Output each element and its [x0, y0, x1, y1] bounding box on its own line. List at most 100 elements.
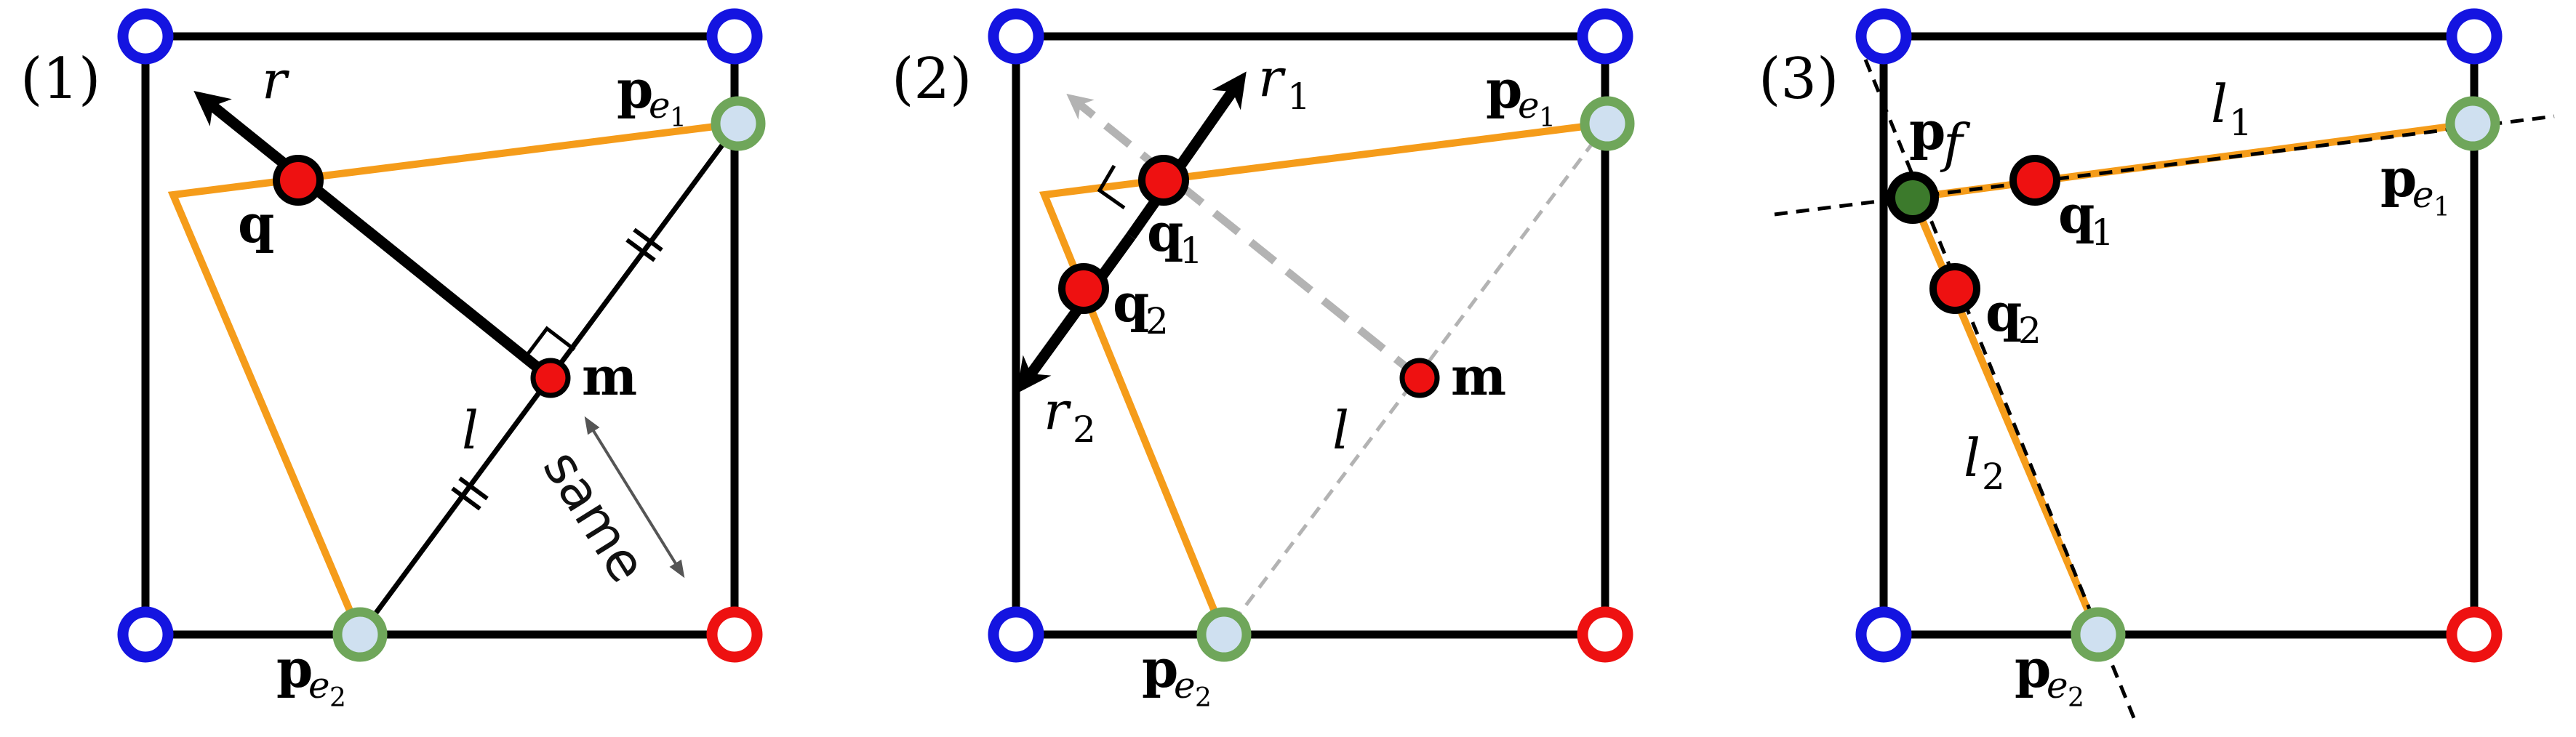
corner-inside-bottom-right: [2446, 606, 2503, 663]
corner-outside-top-left: [1855, 8, 1912, 65]
svg-text:q: q: [1147, 201, 1183, 263]
svg-text:r: r: [1258, 47, 1286, 108]
svg-text:2: 2: [1982, 456, 2005, 498]
label-pf: p f: [1909, 100, 1971, 174]
panel-1-label: (1): [20, 47, 101, 112]
label-r1: r 1: [1258, 47, 1311, 118]
svg-text:p: p: [1909, 100, 1945, 161]
label-l: l: [1332, 400, 1349, 461]
corner-outside-top-left: [988, 8, 1044, 65]
corner-inside-bottom-right: [706, 606, 763, 663]
edge-vertex-pe1: [2445, 96, 2500, 151]
corner-outside-top-left: [117, 8, 174, 65]
right-angle-mark: [524, 326, 576, 359]
svg-text:e: e: [2047, 664, 2068, 706]
polygon-boundary: [167, 120, 739, 636]
svg-text:2: 2: [1145, 300, 1169, 342]
ray-r1: [1126, 71, 1247, 240]
label-q1: q 1: [1147, 201, 1203, 272]
panel-3: (3) p f l 1 l 2 q 1: [1759, 8, 2555, 720]
equal-tick-upper: [625, 227, 663, 262]
svg-text:f: f: [1940, 113, 1971, 174]
label-r: r: [262, 49, 289, 110]
previous-ray-dashed: [1066, 93, 1423, 382]
label-l: l: [462, 400, 479, 461]
label-pe2: p e 2: [1142, 637, 1212, 713]
panel-3-label: (3): [1759, 47, 1839, 112]
chord-l-dashed: [1222, 122, 1609, 636]
panel-2: (2) r 1 r 2 q 1: [892, 8, 1635, 713]
svg-text:2: 2: [1195, 683, 1212, 713]
panel-1: (1) r q m: [20, 8, 766, 713]
svg-text:l: l: [2211, 73, 2228, 134]
svg-text:1: 1: [670, 103, 687, 133]
point-q1: [2009, 155, 2060, 206]
label-pe1: p e 1: [2380, 147, 2450, 222]
svg-text:p: p: [2380, 147, 2417, 209]
corner-outside-bottom-left: [117, 606, 174, 663]
label-q: q: [238, 193, 274, 254]
label-pe1: p e 1: [1486, 58, 1556, 133]
label-q2: q 2: [1985, 281, 2041, 352]
svg-text:q: q: [1113, 272, 1149, 334]
svg-text:p: p: [2015, 637, 2051, 699]
corner-outside-bottom-left: [1855, 606, 1912, 663]
equal-tick-lower: [451, 476, 489, 511]
label-pe2: p e 2: [276, 637, 346, 713]
edge-vertex-pe2: [332, 607, 388, 662]
ray-r: [193, 90, 554, 382]
svg-text:1: 1: [1287, 76, 1311, 118]
point-q1: [1138, 155, 1189, 206]
corner-outside-top-right: [706, 8, 763, 65]
svg-text:2: 2: [329, 683, 346, 713]
label-pe1: p e 1: [617, 58, 687, 133]
svg-text:q: q: [2058, 183, 2095, 245]
label-same: same: [532, 439, 659, 592]
svg-text:p: p: [617, 58, 653, 120]
svg-text:q: q: [1985, 281, 2022, 343]
svg-text:e: e: [649, 84, 671, 126]
svg-text:e: e: [1518, 84, 1540, 126]
edge-vertex-pe1: [1580, 96, 1635, 151]
same-distance-arrow: [584, 416, 685, 579]
point-q2: [1058, 263, 1109, 314]
svg-text:1: 1: [1539, 103, 1556, 133]
label-q1: q 1: [2058, 183, 2114, 254]
svg-text:p: p: [1486, 58, 1522, 120]
right-angle-mark: [1097, 164, 1126, 210]
corner-inside-bottom-right: [1577, 606, 1633, 663]
point-q2: [1929, 263, 1980, 314]
svg-text:r: r: [1044, 380, 1071, 441]
label-q2: q 2: [1113, 272, 1169, 342]
feature-point-pf: [1887, 172, 1939, 224]
polygon-edge-2: [1909, 196, 2102, 636]
svg-text:p: p: [1142, 637, 1178, 699]
point-m: [1399, 358, 1440, 398]
svg-text:1: 1: [1180, 230, 1203, 272]
point-q: [273, 155, 324, 206]
svg-text:e: e: [1174, 664, 1196, 706]
edge-vertex-pe1: [711, 96, 766, 151]
svg-text:2: 2: [2018, 310, 2041, 352]
corner-outside-top-right: [1577, 8, 1633, 65]
point-m: [530, 358, 571, 398]
cell-square: [141, 32, 739, 639]
svg-text:1: 1: [2091, 212, 2114, 254]
cell-square: [1879, 32, 2479, 639]
svg-text:e: e: [2412, 174, 2434, 216]
corner-outside-top-right: [2446, 8, 2503, 65]
label-m: m: [582, 345, 637, 407]
panel-2-label: (2): [892, 47, 972, 112]
svg-text:1: 1: [2433, 193, 2450, 222]
label-m: m: [1451, 345, 1506, 407]
polygon-boundary: [1039, 120, 1608, 636]
svg-text:2: 2: [2068, 683, 2084, 713]
svg-text:1: 1: [2229, 102, 2252, 144]
cell-square: [1012, 32, 1609, 639]
edge-vertex-pe2: [2071, 607, 2126, 662]
svg-text:l: l: [1964, 427, 1980, 488]
svg-text:2: 2: [1073, 408, 1096, 451]
edge-vertex-pe2: [1196, 607, 1252, 662]
svg-text:p: p: [276, 637, 313, 699]
